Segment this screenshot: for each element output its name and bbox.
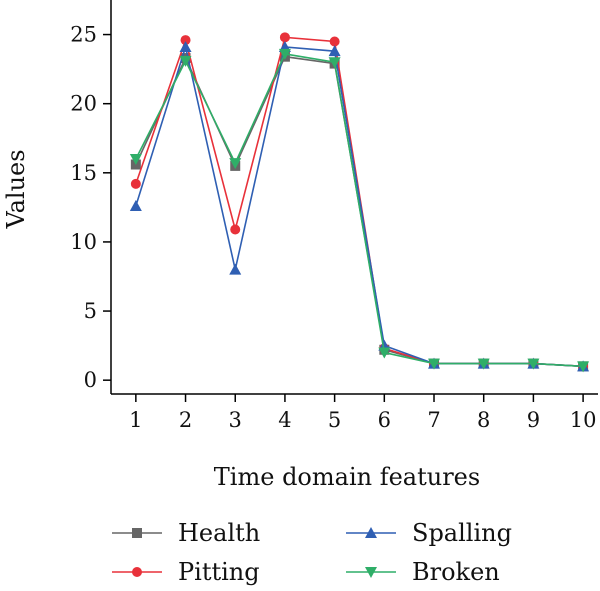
x-tick-label: 4 xyxy=(278,408,291,432)
data-point-pitting xyxy=(130,178,141,189)
y-tick-label: 15 xyxy=(70,161,97,185)
data-point-spalling xyxy=(129,199,142,211)
data-point-broken xyxy=(428,358,441,370)
x-tick-label: 9 xyxy=(527,408,540,432)
x-tick-label: 7 xyxy=(427,408,440,432)
legend-marker xyxy=(365,567,377,578)
x-tick-label: 5 xyxy=(328,408,341,432)
y-tick-label: 20 xyxy=(70,92,97,116)
y-tick-label: 10 xyxy=(70,230,97,254)
legend-marker xyxy=(365,527,377,538)
data-point-broken xyxy=(129,153,142,165)
data-point-broken xyxy=(179,55,192,67)
series-group xyxy=(129,32,590,373)
data-point-broken xyxy=(328,57,341,69)
legend-marker xyxy=(132,528,142,538)
legend: Health Pitting Spalling Broken xyxy=(112,519,512,586)
ticks: 0 5 10 15 20 25 1 2 3 4 5 6 7 8 9 10 xyxy=(70,23,596,432)
legend-label: Pitting xyxy=(178,558,260,586)
series-line-broken xyxy=(135,53,584,368)
legend-item-spalling: Spalling xyxy=(346,519,512,547)
x-tick-label: 8 xyxy=(477,408,490,432)
x-tick-label: 1 xyxy=(129,408,142,432)
x-axis-title: Time domain features xyxy=(214,463,480,491)
series-broken xyxy=(129,48,590,373)
legend-label: Health xyxy=(178,519,260,547)
y-axis-title: Values xyxy=(2,149,30,229)
data-point-pitting xyxy=(279,32,290,43)
x-tick-label: 10 xyxy=(570,408,597,432)
legend-label: Spalling xyxy=(412,519,512,547)
axes xyxy=(110,0,598,395)
data-point-spalling xyxy=(328,45,341,57)
data-point-pitting xyxy=(230,224,241,235)
data-point-broken xyxy=(229,158,242,170)
data-point-broken xyxy=(477,358,490,370)
x-tick-label: 3 xyxy=(229,408,242,432)
y-tick-label: 5 xyxy=(84,299,97,323)
data-point-pitting xyxy=(329,36,340,47)
data-point-spalling xyxy=(229,263,242,275)
legend-marker xyxy=(132,567,142,577)
data-point-broken xyxy=(378,347,391,359)
data-point-broken xyxy=(278,48,291,60)
legend-item-broken: Broken xyxy=(346,558,500,586)
y-tick-label: 25 xyxy=(70,23,97,47)
data-point-broken xyxy=(577,361,590,373)
legend-label: Broken xyxy=(412,558,500,586)
legend-item-health: Health xyxy=(112,519,260,547)
data-point-pitting xyxy=(180,35,191,46)
x-tick-label: 2 xyxy=(179,408,192,432)
y-tick-label: 0 xyxy=(84,368,97,392)
x-tick-label: 6 xyxy=(378,408,391,432)
data-point-spalling xyxy=(179,41,192,53)
legend-item-pitting: Pitting xyxy=(112,558,260,586)
data-point-broken xyxy=(527,358,540,370)
